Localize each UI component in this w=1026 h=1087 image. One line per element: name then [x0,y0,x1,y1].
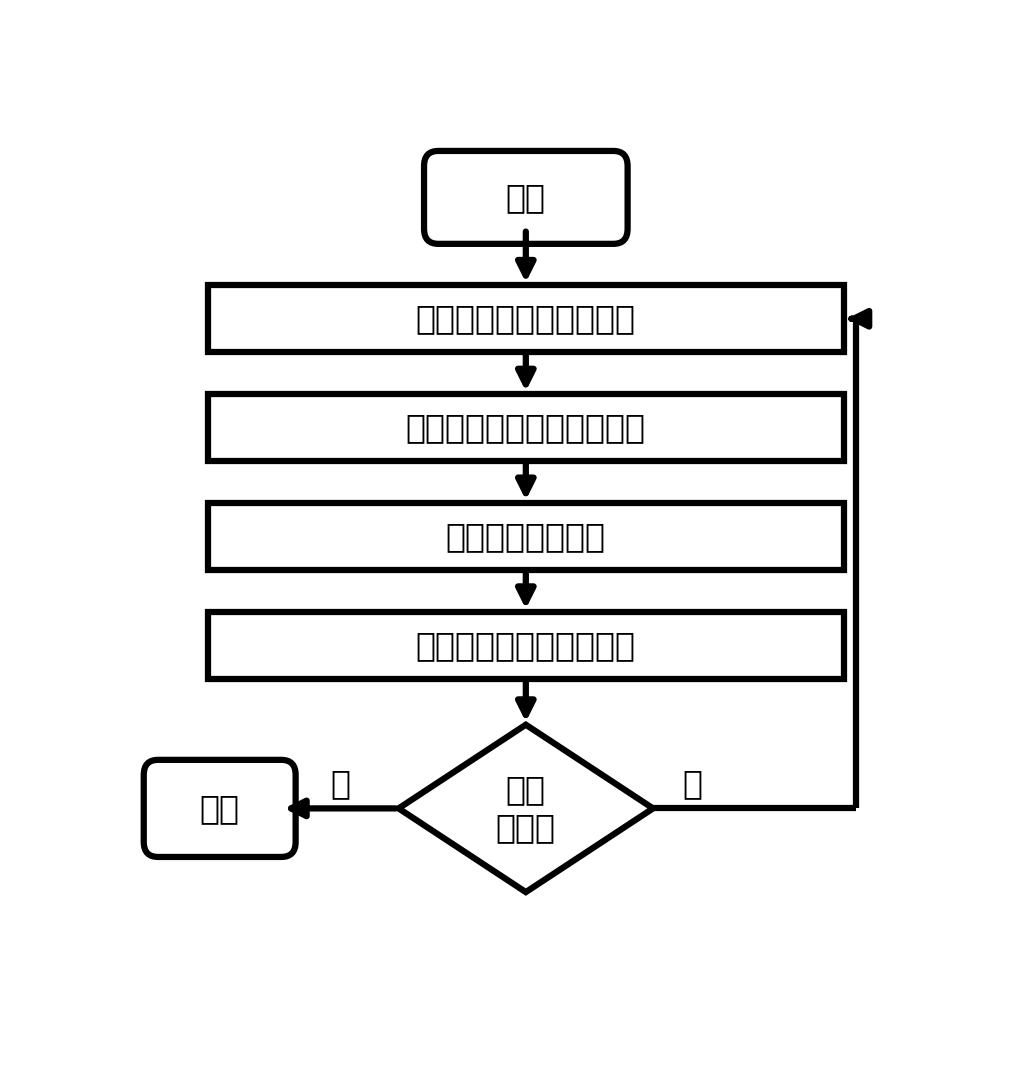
Polygon shape [398,725,653,892]
Text: 吹扫氨气传输管路到腔室: 吹扫氨气传输管路到腔室 [416,628,636,662]
FancyBboxPatch shape [144,760,295,857]
FancyBboxPatch shape [207,395,843,461]
Text: 吹扫前驱体传输管路到腔室: 吹扫前驱体传输管路到腔室 [406,411,645,445]
Text: 开始: 开始 [506,180,546,214]
Text: 是: 是 [330,766,350,800]
Text: 氨气脉冲进入腔室: 氨气脉冲进入腔室 [446,520,605,553]
Text: 否: 否 [683,766,703,800]
FancyBboxPatch shape [207,285,843,352]
Text: 钓的前驱体脉冲进入腔室: 钓的前驱体脉冲进入腔室 [416,302,636,335]
FancyBboxPatch shape [424,151,628,243]
Text: 结束: 结束 [200,792,240,825]
Text: 预期
厚度？: 预期 厚度？ [496,773,556,844]
FancyBboxPatch shape [207,612,843,678]
FancyBboxPatch shape [207,503,843,570]
